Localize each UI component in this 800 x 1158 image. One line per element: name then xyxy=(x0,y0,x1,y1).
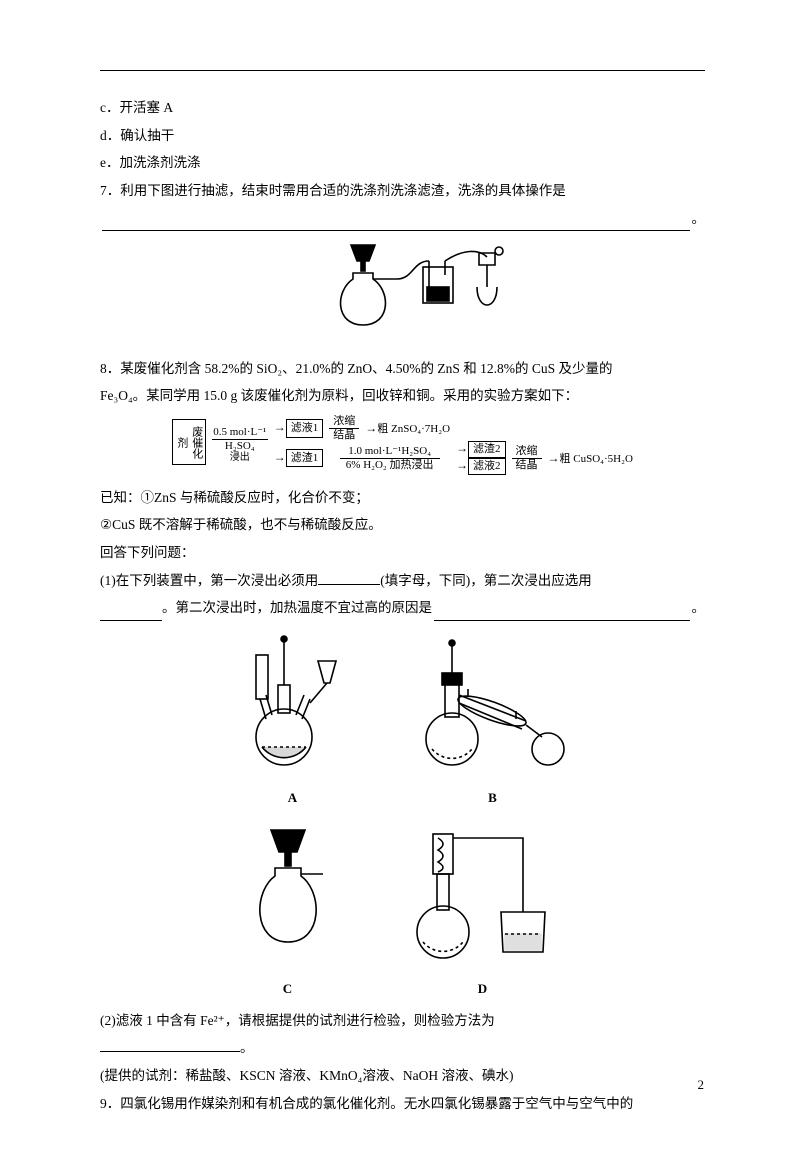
flow-prod1: 粗 ZnSO₄·7H₂O xyxy=(377,423,450,435)
figure-flowchart: 废催化剂 0.5 mol·L⁻¹ H₂SO₄ 浸出 →滤液1 浓缩 xyxy=(100,415,705,475)
flow-step1-bot: H₂SO₄ xyxy=(225,440,255,453)
apparatus-d-icon xyxy=(383,816,583,966)
flow-conc2: 浓缩 xyxy=(516,445,538,458)
p1c: 。第二次浸出时，加热温度不宜过高的原因是 xyxy=(162,595,432,621)
apparatus-a-icon xyxy=(218,625,368,775)
page-content: c．开活塞 A d．确认抽干 e．加洗涤剂洗涤 7．利用下图进行抽滤，结束时需用… xyxy=(0,0,800,1158)
figure-apparatus: A xyxy=(208,625,598,1002)
item-c: c．开活塞 A xyxy=(100,95,705,121)
q8-line2: Fe₃O₄。某同学用 15.0 g 该废催化剂为原料，回收锌和铜。采用的实验方案… xyxy=(100,383,705,409)
page-number: 2 xyxy=(698,1073,705,1098)
item-e: e．加洗涤剂洗涤 xyxy=(100,150,705,176)
flow-liq1: 滤液1 xyxy=(286,419,324,438)
answer-heading: 回答下列问题： xyxy=(100,540,705,566)
q8-line1: 8．某废催化剂含 58.2%的 SiO₂、21.0%的 ZnO、4.50%的 Z… xyxy=(100,356,705,382)
p1d: 。 xyxy=(692,595,706,621)
p1b: (填字母，下同)，第二次浸出应选用 xyxy=(380,573,592,588)
q7-blank-row: 。 xyxy=(100,206,705,232)
item-d: d．确认抽干 xyxy=(100,123,705,149)
p2-row1: (2)滤液 1 中含有 Fe²⁺，请根据提供的试剂进行检验，则检验方法为 xyxy=(100,1008,705,1034)
top-rule xyxy=(100,70,705,71)
flow-liq2: 滤液2 xyxy=(468,458,506,475)
q7-prompt: 7．利用下图进行抽滤，结束时需用合适的洗涤剂洗涤滤渣，洗涤的具体操作是 xyxy=(100,178,705,204)
known-2: ②CuS 既不溶解于稀硫酸，也不与稀硫酸反应。 xyxy=(100,512,705,538)
label-a: A xyxy=(218,786,368,811)
flow-cryst2: 结晶 xyxy=(516,459,538,472)
label-d: D xyxy=(383,977,583,1002)
flow-step1-top: 0.5 mol·L⁻¹ xyxy=(213,426,266,439)
reagents: (提供的试剂：稀盐酸、KSCN 溶液、KMnO₄溶液、NaOH 溶液、碘水) xyxy=(100,1063,705,1089)
known-1: 已知：①ZnS 与稀硫酸反应时，化合价不变； xyxy=(100,485,705,511)
flow-cryst1: 结晶 xyxy=(333,429,355,442)
label-b: B xyxy=(398,786,588,811)
q7-tail: 。 xyxy=(692,206,706,232)
apparatus-c-icon xyxy=(223,816,353,966)
p1-row1: (1)在下列装置中，第一次浸出必须用 (填字母，下同)，第二次浸出应选用 xyxy=(100,568,705,594)
flow-res1: 滤渣1 xyxy=(286,449,324,468)
apparatus-b-icon xyxy=(398,625,588,775)
flow-input-box: 废催化剂 xyxy=(172,419,206,465)
flow-step2-top: 1.0 mol·L⁻¹H₂SO₄ xyxy=(348,445,431,458)
p2-row2: 。 xyxy=(100,1035,705,1061)
q9: 9．四氯化锡用作媒染剂和有机合成的氯化催化剂。无水四氯化锡暴露于空气中与空气中的 xyxy=(100,1091,705,1117)
flow-step1-note: 浸出 xyxy=(230,452,250,464)
flow-step2-bot: 6% H₂O₂ 加热浸出 xyxy=(346,459,434,472)
suction-filtration-icon xyxy=(273,239,533,339)
p1-row2: 。第二次浸出时，加热温度不宜过高的原因是 。 xyxy=(100,595,705,621)
figure-suction-filtration xyxy=(100,239,705,348)
flow-res2: 滤渣2 xyxy=(468,441,506,458)
label-c: C xyxy=(223,977,353,1002)
p1a: (1)在下列装置中，第一次浸出必须用 xyxy=(100,573,318,588)
flow-prod2: 粗 CuSO₄·5H₂O xyxy=(560,453,633,465)
flow-conc1: 浓缩 xyxy=(333,415,355,428)
p2b: 。 xyxy=(240,1040,254,1055)
